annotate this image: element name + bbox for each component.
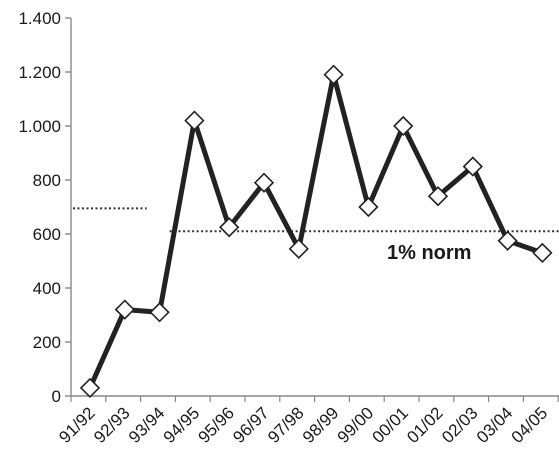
data-point-marker — [462, 156, 483, 177]
x-tick-label: 91/92 — [55, 403, 99, 447]
y-tick-label: 400 — [33, 279, 61, 298]
data-point-marker — [184, 110, 205, 131]
y-tick-label: 600 — [33, 225, 61, 244]
series-line — [87, 74, 544, 389]
y-tick-label: 1.400 — [18, 9, 61, 28]
data-point-marker — [323, 64, 344, 85]
data-point-marker — [532, 242, 553, 264]
x-tick-label: 99/00 — [334, 403, 378, 447]
series — [79, 64, 553, 399]
data-point-marker — [253, 172, 275, 193]
reference-lines — [73, 207, 559, 233]
x-tick-label: 03/04 — [473, 403, 517, 447]
data-point-marker — [497, 230, 518, 251]
y-tick-label: 1.000 — [18, 117, 61, 136]
x-axis: 91/9292/9393/9494/9595/9696/9797/9898/99… — [55, 395, 559, 447]
x-tick-label: 96/97 — [229, 403, 273, 447]
x-tick-label: 98/99 — [299, 403, 343, 447]
y-tick-label: 200 — [33, 333, 61, 352]
y-ticks: 0 200 400 600 800 1.000 1.200 1.400 — [18, 9, 71, 406]
data-point-marker — [427, 186, 449, 207]
data-point-marker — [288, 238, 309, 259]
annotation-label: 1% norm — [387, 242, 471, 264]
data-point-marker — [114, 299, 135, 320]
x-tick-label: 94/95 — [160, 403, 204, 447]
x-tick-label: 04/05 — [508, 403, 552, 447]
data-point-marker — [358, 196, 379, 218]
x-ticks: 91/9292/9393/9494/9595/9696/9797/9898/99… — [55, 396, 559, 447]
data-point-marker — [219, 217, 240, 238]
y-tick-label: 0 — [52, 387, 61, 406]
x-tick-label: 02/03 — [438, 403, 482, 447]
annotations: 1% norm — [387, 242, 471, 264]
y-axis: 0 200 400 600 800 1.000 1.200 1.400 — [18, 9, 72, 406]
data-point-marker — [79, 377, 101, 399]
y-tick-label: 800 — [33, 171, 61, 190]
x-tick-label: 01/02 — [403, 403, 447, 447]
x-tick-label: 00/01 — [369, 403, 413, 447]
data-point-marker — [393, 115, 414, 137]
data-point-marker — [149, 302, 170, 323]
x-tick-label: 97/98 — [264, 403, 308, 447]
x-tick-label: 92/93 — [90, 403, 134, 447]
x-tick-label: 93/94 — [125, 403, 169, 447]
y-tick-label: 1.200 — [18, 63, 61, 82]
x-tick-label: 95/96 — [195, 403, 239, 447]
